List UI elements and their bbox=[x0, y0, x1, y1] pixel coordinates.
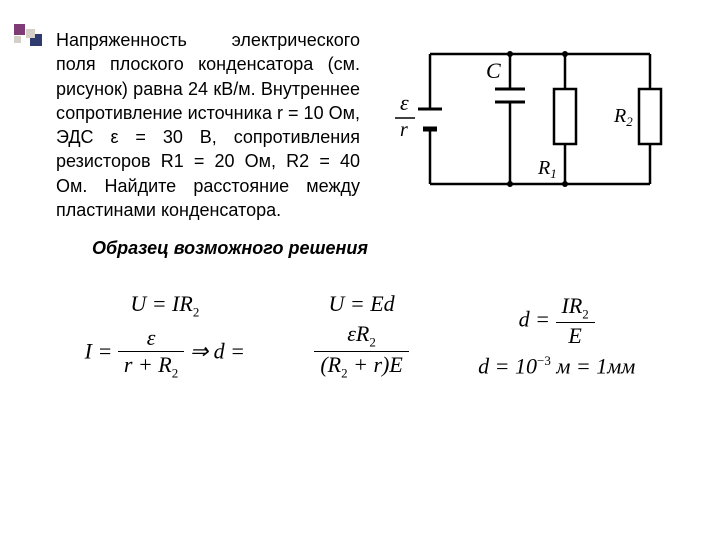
deco-square bbox=[26, 29, 35, 38]
eq-current: I = ε r + R2 ⇒ d = bbox=[85, 325, 245, 381]
eq-d-frac: εR2 (R2 + r)E bbox=[314, 321, 408, 381]
main-content: Напряженность электрического поля плоско… bbox=[30, 28, 690, 222]
deco-square bbox=[14, 24, 25, 35]
eq-result: d = 10−3 м = 1мм bbox=[478, 353, 635, 379]
solution-heading: Образец возможного решения bbox=[92, 238, 690, 259]
formula-col-3: d = IR2 E d = 10−3 м = 1мм bbox=[478, 289, 635, 384]
r1-label: R1 bbox=[537, 157, 557, 181]
deco-square bbox=[14, 36, 21, 43]
formula-col-1: U = IR2 I = ε r + R2 ⇒ d = bbox=[85, 287, 245, 385]
formula-col-2: U = Ed εR2 (R2 + r)E bbox=[314, 287, 408, 385]
problem-block: Напряженность электрического поля плоско… bbox=[30, 28, 360, 222]
eq-u-ed: U = Ed bbox=[314, 291, 408, 317]
eq-u-ir2: U = IR2 bbox=[85, 291, 245, 320]
eq-d-ir2e: d = IR2 E bbox=[478, 293, 635, 349]
circuit-diagram: ε r C R1 R2 bbox=[390, 34, 670, 222]
r2-label: R2 bbox=[613, 105, 633, 129]
c-label: C bbox=[486, 58, 501, 83]
problem-text: Напряженность электрического поля плоско… bbox=[56, 28, 360, 222]
r-label: r bbox=[400, 119, 408, 141]
emf-label: ε bbox=[400, 90, 409, 115]
formulas-row: U = IR2 I = ε r + R2 ⇒ d = U = Ed εR2 (R… bbox=[30, 287, 690, 385]
